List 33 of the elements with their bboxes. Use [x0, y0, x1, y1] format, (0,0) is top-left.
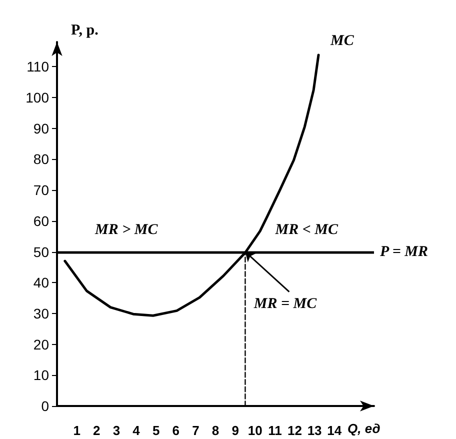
y-tick-label: 40 [33, 274, 50, 291]
x-tick-label: 6 [172, 423, 180, 438]
y-tick-label: 70 [33, 182, 50, 198]
x-tick-label: 11 [268, 423, 282, 438]
y-tick-label: 80 [33, 151, 50, 168]
ref-line-label: P = MR [380, 244, 428, 260]
x-tick-label: 5 [152, 423, 160, 438]
x-tick-label: 9 [232, 423, 239, 438]
x-tick-label: 3 [112, 423, 120, 438]
y-tick-label: 60 [33, 212, 50, 229]
x-tick-label: 13 [307, 423, 322, 438]
annotation: MR < MC [274, 222, 339, 238]
x-tick-label: 14 [327, 423, 342, 438]
x-tick-label: 10 [248, 423, 262, 438]
y-tick-label: 10 [33, 367, 50, 384]
y-tick-label: 110 [26, 58, 50, 75]
x-tick-label: 8 [212, 423, 220, 438]
x-tick-label: 7 [192, 423, 200, 438]
y-tick-label: 50 [33, 244, 50, 260]
x-tick-label: 12 [288, 423, 302, 438]
y-tick-label: 0 [41, 398, 50, 414]
x-tick-label: 2 [93, 423, 100, 438]
y-axis-title: P, р. [71, 22, 99, 38]
annotation: MR > MC [94, 222, 159, 238]
series-label: MC [330, 32, 355, 49]
x-axis-title: Q, ед [348, 421, 380, 436]
x-tick-label: 1 [73, 423, 80, 438]
y-tick-label: 90 [33, 120, 50, 136]
annotation: MR = MC [252, 296, 318, 312]
y-tick-label: 20 [33, 336, 50, 352]
y-tick-label: 100 [26, 90, 50, 106]
y-tick-label: 30 [33, 305, 50, 322]
x-tick-label: 4 [132, 423, 141, 438]
